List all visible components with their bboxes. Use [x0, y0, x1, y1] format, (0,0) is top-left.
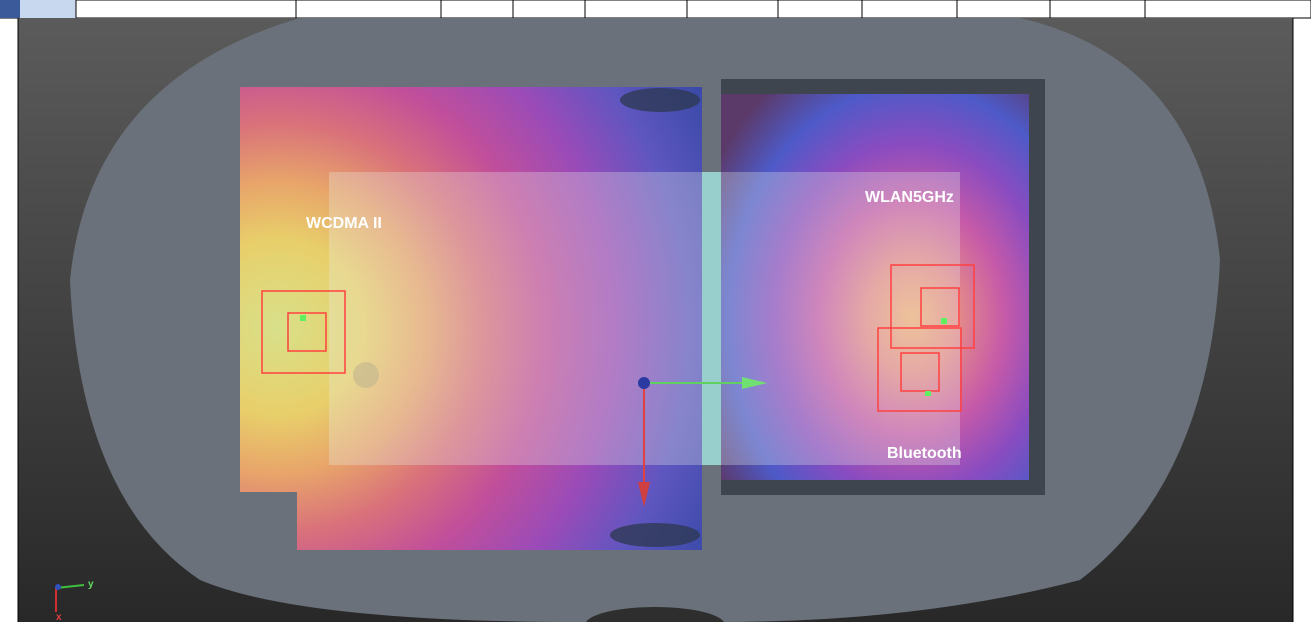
peak-point [925, 391, 931, 396]
header-strip [0, 0, 1311, 19]
annotation: Bluetooth [887, 445, 962, 462]
annotation: WLAN5GHz [865, 189, 954, 206]
peak-box [920, 287, 960, 327]
peak-point [300, 315, 306, 321]
peak-point [941, 318, 947, 324]
heatmap-shade [610, 523, 700, 547]
annotation: WCDMA II [306, 215, 382, 232]
axis-x-head [638, 482, 650, 507]
peak-box [877, 327, 962, 412]
axis-triad: y x [55, 579, 94, 623]
overlay-gap [702, 172, 721, 465]
peak-box [261, 290, 346, 374]
heatmap-wcdma [240, 87, 702, 550]
heatmap-shade [620, 88, 700, 112]
triad-label: x [56, 612, 62, 622]
origin [638, 377, 650, 389]
heatmap-wlan [721, 94, 1029, 480]
triad-label: y [88, 579, 94, 590]
axis-y-head [742, 377, 767, 389]
peak-box [287, 312, 327, 352]
peak-box [890, 264, 975, 349]
heatmap-spot [353, 362, 379, 388]
peak-box [900, 352, 940, 392]
